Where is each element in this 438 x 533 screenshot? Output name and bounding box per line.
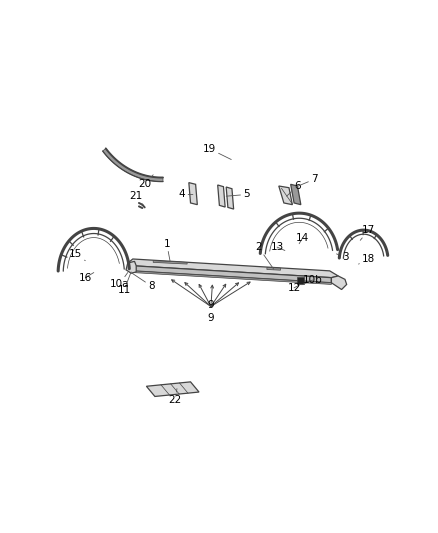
Text: 15: 15 (68, 249, 85, 261)
Text: 9: 9 (208, 300, 214, 310)
Text: 10b: 10b (302, 275, 323, 285)
Polygon shape (133, 266, 332, 282)
Text: 22: 22 (169, 389, 182, 405)
Text: 16: 16 (79, 272, 94, 282)
Text: 14: 14 (296, 233, 309, 244)
Text: 8: 8 (132, 273, 155, 291)
Text: 5: 5 (226, 190, 250, 199)
Text: 7: 7 (296, 174, 318, 187)
Polygon shape (189, 183, 197, 205)
Text: 12: 12 (287, 283, 301, 293)
Text: 13: 13 (270, 242, 285, 252)
Polygon shape (153, 261, 187, 264)
Polygon shape (126, 261, 136, 273)
Polygon shape (267, 268, 280, 270)
Polygon shape (49, 0, 82, 61)
Polygon shape (279, 186, 293, 205)
Polygon shape (128, 259, 338, 278)
Text: 1: 1 (163, 239, 170, 262)
Text: 2: 2 (255, 242, 274, 269)
Polygon shape (218, 185, 225, 207)
Text: 4: 4 (179, 190, 193, 199)
Text: 6: 6 (286, 181, 301, 196)
Text: 17: 17 (360, 225, 375, 240)
Text: 21: 21 (130, 191, 143, 205)
Text: 3: 3 (336, 252, 348, 262)
Polygon shape (226, 187, 233, 209)
Text: 10a: 10a (110, 272, 129, 289)
Text: 9: 9 (208, 313, 214, 322)
Polygon shape (102, 148, 163, 182)
Text: 18: 18 (359, 254, 375, 264)
Polygon shape (291, 184, 301, 205)
Polygon shape (332, 276, 346, 289)
Text: 19: 19 (202, 144, 231, 159)
Bar (297, 277, 304, 285)
Text: 20: 20 (138, 175, 153, 189)
Polygon shape (146, 382, 199, 397)
Text: 11: 11 (118, 272, 131, 295)
Polygon shape (133, 271, 332, 285)
